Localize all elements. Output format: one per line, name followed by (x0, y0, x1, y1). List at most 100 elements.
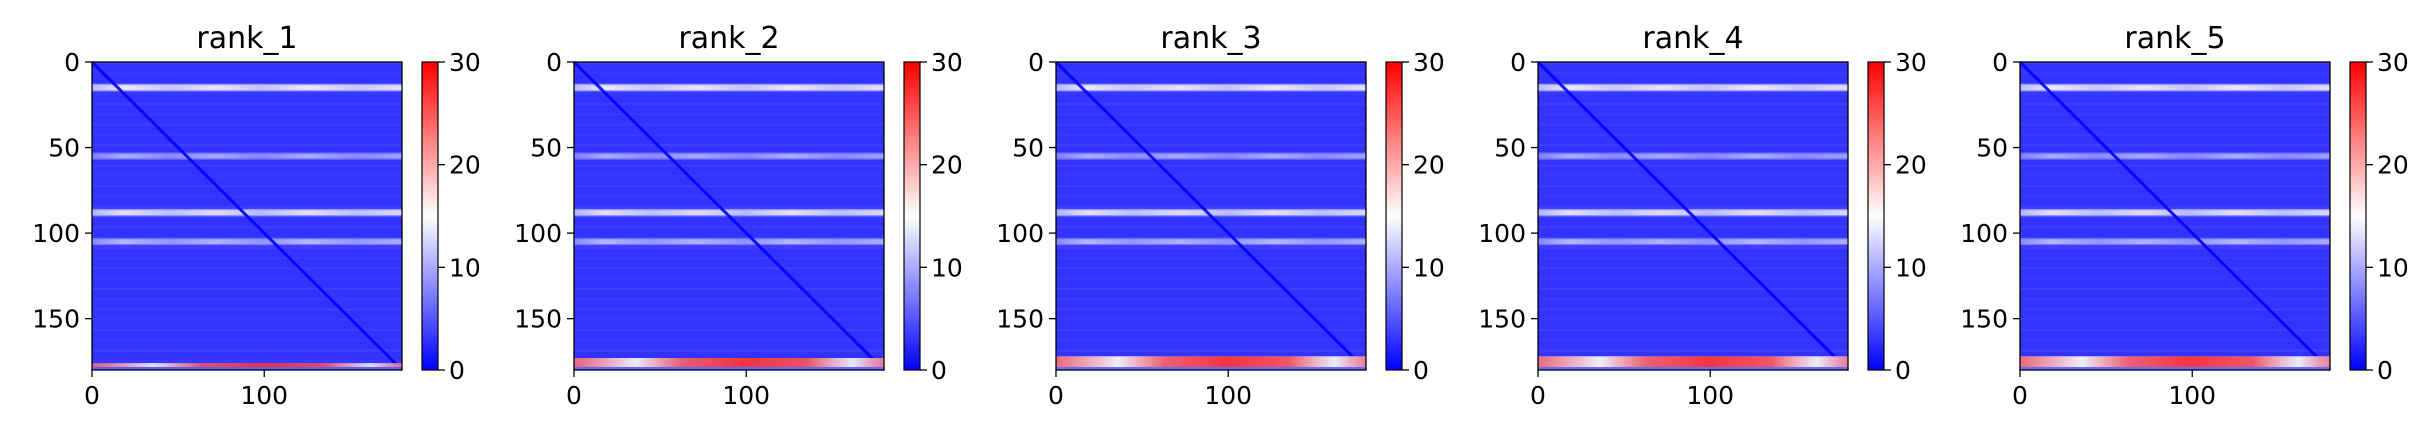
heatmap-striation (1538, 267, 1848, 270)
heatmap-striation (92, 72, 402, 74)
heatmap-striation (92, 93, 402, 95)
heatmap-panel-3: rank_3 0 100 0 50 100 150 0 10 20 30 (996, 21, 1445, 410)
heatmap-bottom-band-sheen (574, 358, 884, 370)
heatmap-striation (574, 113, 884, 115)
heatmap-bottom-edge (2020, 367, 2330, 370)
y-tick-label: 100 (996, 219, 1044, 248)
heatmap-striation (1056, 62, 1366, 65)
heatmap-striation (1056, 278, 1366, 280)
y-tick-label: 150 (996, 305, 1044, 334)
heatmap-bright-row-sheen (1538, 153, 1848, 159)
colorbar-tick-label: 0 (449, 356, 465, 385)
heatmap-bright-row-sheen (1538, 85, 1848, 91)
colorbar (2350, 62, 2366, 370)
heatmap-bottom-edge (1056, 367, 1366, 370)
heatmap-striation (1056, 93, 1366, 95)
heatmap-striation (1056, 82, 1366, 85)
heatmap-striation (2020, 113, 2330, 115)
colorbar-tick-label: 20 (1895, 151, 1927, 180)
colorbar-frame (903, 61, 921, 371)
heatmap-striation (1538, 319, 1848, 321)
heatmap-striation (2020, 287, 2330, 290)
heatmap-striation (2020, 339, 2330, 341)
heatmap-striation (574, 93, 884, 95)
heatmap-bright-row-sheen (1056, 153, 1366, 159)
y-tick-label: 50 (48, 134, 80, 163)
heatmap-striation (1538, 185, 1848, 188)
heatmap-striation (1538, 287, 1848, 290)
heatmap-striation (1056, 195, 1366, 197)
heatmap-striation (92, 134, 402, 136)
colorbar-tick-label: 20 (2377, 151, 2409, 180)
heatmap-striation (1538, 123, 1848, 126)
heatmap-striation (92, 123, 402, 126)
colorbar-tick-label: 10 (449, 253, 481, 282)
y-tick-label: 150 (32, 305, 80, 334)
heatmap-bright-row-sheen (1056, 85, 1366, 91)
heatmap-striation (574, 72, 884, 74)
y-tick-label: 0 (1510, 48, 1526, 77)
heatmap-striation (92, 246, 402, 249)
heatmap-striation (1538, 134, 1848, 136)
heatmap-striation (574, 298, 884, 300)
heatmap-striation (1538, 226, 1848, 229)
heatmap-striation (2020, 308, 2330, 311)
heatmap-striation (2020, 226, 2330, 229)
colorbar-tick-label: 0 (931, 356, 947, 385)
heatmap-striation (574, 134, 884, 136)
heatmap-bright-row-sheen (574, 210, 884, 215)
x-tick-label: 100 (1204, 381, 1252, 410)
y-tick-label: 150 (1960, 305, 2008, 334)
heatmap-striation (2020, 246, 2330, 249)
colorbar (1386, 62, 1402, 370)
y-tick-label: 0 (1992, 48, 2008, 77)
heatmap-striation (1538, 349, 1848, 352)
y-tick-label: 100 (514, 219, 562, 248)
heatmap-bright-row-sheen (92, 85, 402, 91)
colorbar-tick-label: 20 (449, 151, 481, 180)
heatmap-striation (574, 82, 884, 85)
y-tick-label: 0 (546, 48, 562, 77)
heatmap-panel-2: rank_2 0 100 0 50 100 150 0 10 20 30 (514, 21, 963, 410)
heatmap-striation (92, 144, 402, 147)
heatmap-striation (1538, 103, 1848, 106)
heatmap-striation (92, 360, 402, 362)
heatmap-bottom-edge (574, 367, 884, 370)
heatmap-bottom-edge (1538, 367, 1848, 370)
heatmap-striation (1538, 144, 1848, 147)
heatmap-bright-row-sheen (92, 239, 402, 245)
heatmap-striation (2020, 328, 2330, 331)
colorbar-frame (2349, 61, 2367, 371)
heatmap-diagonal (1536, 60, 1850, 372)
heatmap-striation (574, 339, 884, 341)
x-tick-label: 100 (722, 381, 770, 410)
heatmap-striation (1056, 185, 1366, 188)
heatmap-bright-row-sheen (2020, 210, 2330, 215)
heatmap-striation (2020, 82, 2330, 85)
heatmap-striation (1538, 298, 1848, 300)
y-tick-label: 0 (1028, 48, 1044, 77)
heatmap-striation (574, 287, 884, 290)
colorbar-tick-label: 30 (1895, 48, 1927, 77)
heatmap-striation (1056, 267, 1366, 270)
y-tick-label: 100 (32, 219, 80, 248)
colorbar (422, 62, 438, 370)
y-tick-label: 50 (1012, 134, 1044, 163)
heatmap-striation (574, 103, 884, 106)
y-tick-label: 100 (1478, 219, 1526, 248)
heatmap-bright-row-sheen (1056, 210, 1366, 215)
heatmap-bottom-band-sheen (2020, 356, 2330, 370)
heatmap-striation (2020, 144, 2330, 147)
colorbar-tick-label: 10 (931, 253, 963, 282)
heatmap-striation (574, 205, 884, 208)
heatmap-striation (1056, 349, 1366, 352)
heatmap-striation (574, 278, 884, 280)
heatmap-striation (1056, 164, 1366, 167)
heatmap-striation (1538, 72, 1848, 74)
heatmap-striation (1538, 175, 1848, 177)
heatmap-striation (2020, 164, 2330, 167)
chart-title: rank_4 (1642, 21, 1743, 56)
heatmap-striation (2020, 175, 2330, 177)
heatmap-striation (2020, 134, 2330, 136)
heatmap-striation (1538, 93, 1848, 95)
